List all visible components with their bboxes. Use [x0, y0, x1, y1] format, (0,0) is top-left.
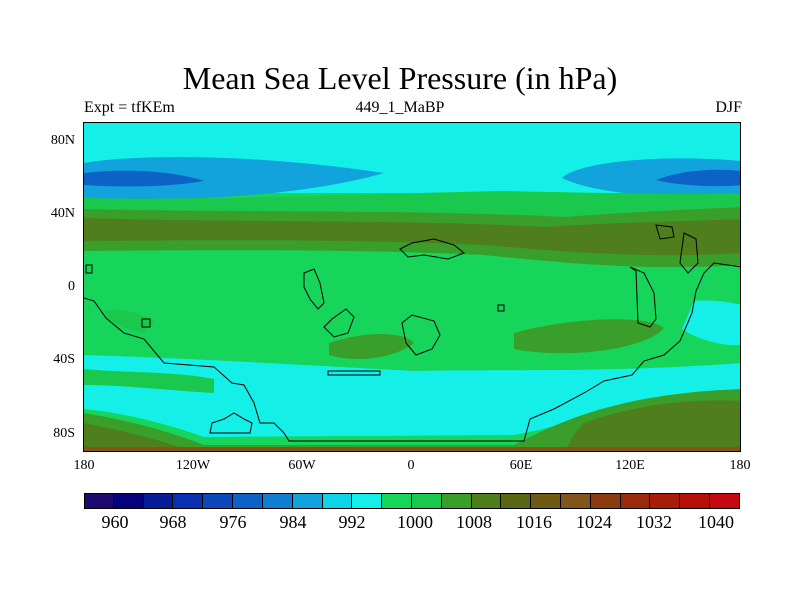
- lat-label-40n: 40N: [50, 206, 75, 221]
- colorbar-label: 1000: [397, 512, 433, 532]
- colorbar-swatch: [173, 493, 204, 509]
- colorbar-swatch: [382, 493, 412, 509]
- colorbar-swatch: [411, 493, 442, 509]
- colorbar-swatch: [531, 493, 561, 509]
- lat-label-0: 0: [68, 279, 75, 294]
- colorbar-swatch: [352, 493, 383, 509]
- colorbar-swatch: [262, 493, 293, 509]
- season-label: DJF: [715, 99, 742, 116]
- lat-label-80s: 80S: [53, 426, 75, 441]
- lat-label-80n: 80N: [50, 133, 75, 148]
- lon-label-180e: 180: [729, 458, 751, 473]
- colorbar-swatch: [84, 493, 114, 509]
- pressure-map: [83, 122, 741, 452]
- lon-label-0: 0: [407, 458, 415, 473]
- south-atlantic-high: [329, 334, 414, 359]
- colorbar-label: 1016: [516, 512, 552, 532]
- colorbar-swatch: [501, 493, 532, 509]
- experiment-label: Expt = tfKEm: [84, 99, 175, 116]
- colorbar-swatch: [561, 493, 591, 509]
- colorbar-swatch: [113, 493, 144, 509]
- lon-label-180w: 180: [73, 458, 95, 473]
- period-label: 449_1_MaBP: [355, 99, 445, 116]
- colorbar-swatch: [650, 493, 681, 509]
- indian-ocean-high: [514, 319, 664, 354]
- lon-label-60w: 60W: [288, 458, 316, 473]
- colorbar-label: 1032: [636, 512, 672, 532]
- map-title: Mean Sea Level Pressure (in hPa): [182, 60, 618, 96]
- colorbar-swatch: [143, 493, 174, 509]
- aleutian-low: [84, 157, 384, 200]
- colorbar-swatch: [680, 493, 711, 509]
- lat-label-40s: 40S: [53, 352, 75, 367]
- lon-label-120w: 120W: [175, 458, 211, 473]
- colorbar-swatch: [292, 493, 323, 509]
- colorbar-label: 968: [159, 512, 187, 532]
- colorbar-swatch: [322, 493, 353, 509]
- colorbar-label: 960: [101, 512, 129, 532]
- colorbar: [84, 493, 740, 509]
- pressure-field: [84, 123, 740, 451]
- colorbar-label: 1040: [698, 512, 734, 532]
- colorbar-swatch: [620, 493, 651, 509]
- lon-label-120e: 120E: [615, 458, 645, 473]
- coastline-outline: [84, 224, 740, 442]
- colorbar-swatch: [203, 493, 234, 509]
- colorbar-swatch: [233, 493, 263, 509]
- colorbar-label: 992: [338, 512, 366, 532]
- lon-label-60e: 60E: [509, 458, 533, 473]
- southern-ocean-trough: [84, 355, 740, 437]
- colorbar-label: 1024: [576, 512, 612, 532]
- colorbar-swatch: [590, 493, 621, 509]
- colorbar-label: 984: [279, 512, 307, 532]
- colorbar-swatch: [710, 493, 740, 509]
- colorbar-label: 1008: [456, 512, 492, 532]
- icelandic-low: [562, 158, 740, 197]
- colorbar-swatch: [471, 493, 502, 509]
- colorbar-swatch: [441, 493, 472, 509]
- colorbar-label: 976: [219, 512, 247, 532]
